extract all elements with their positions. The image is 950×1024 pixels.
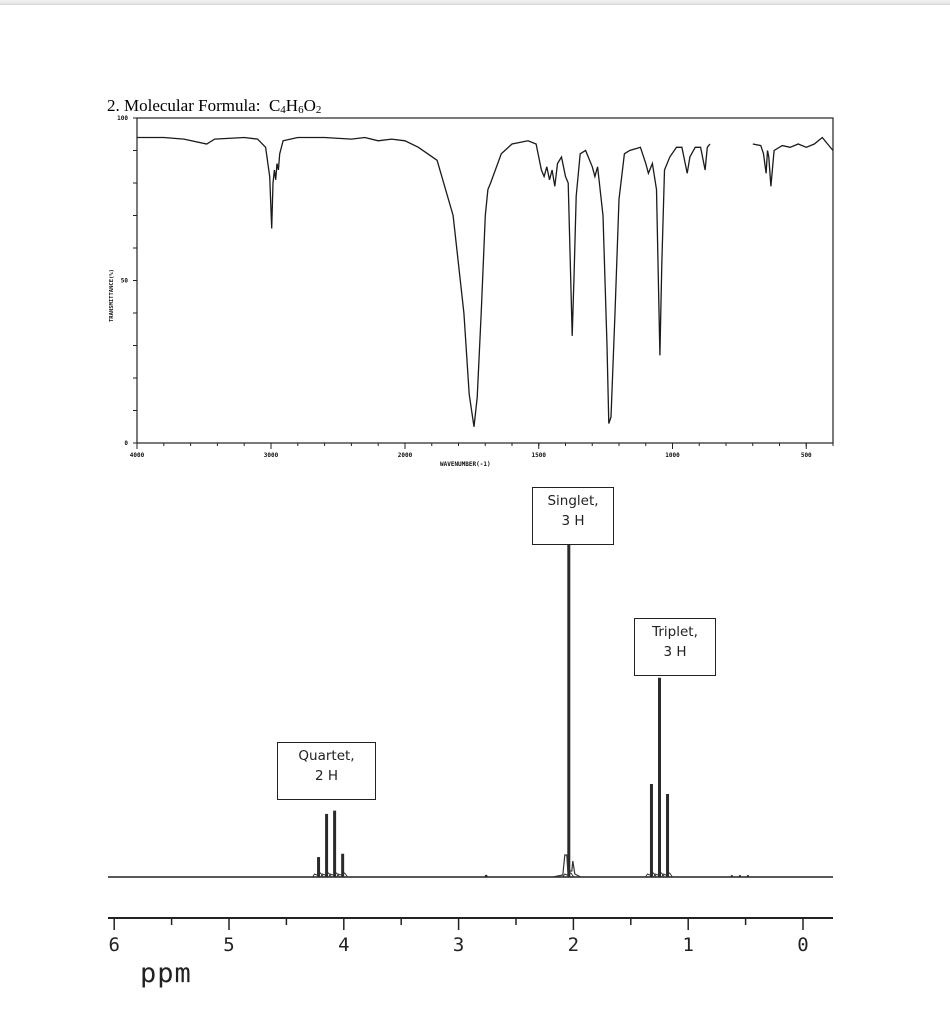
ir-x-axis-label: WAVENUMBER(-1) xyxy=(440,461,491,468)
triplet-label-box: Triplet, 3 H xyxy=(634,618,716,676)
ir-axes: 0 50 100 4000 3000 2000 1500 1000 500 xyxy=(117,115,834,459)
ir-y-tick-label: 100 xyxy=(117,115,128,122)
nmr-x-tick-label: 6 xyxy=(108,934,119,956)
nmr-x-tick-label: 2 xyxy=(568,934,579,956)
nmr-x-tick-label: 3 xyxy=(453,934,464,956)
singlet-label-line2: 3 H xyxy=(561,513,585,529)
ir-x-tick-label: 1500 xyxy=(532,452,547,459)
nmr-x-tick-label: 4 xyxy=(338,934,349,956)
nmr-peaks xyxy=(312,545,749,878)
triplet-label-line1: Triplet, xyxy=(652,624,698,640)
singlet-label-line1: Singlet, xyxy=(547,493,599,509)
quartet-label-box: Quartet, 2 H xyxy=(277,742,376,800)
ir-x-tick-label: 1000 xyxy=(665,452,680,459)
title-prefix: 2. Molecular Formula: xyxy=(107,96,261,115)
singlet-label-box: Singlet, 3 H xyxy=(532,487,614,545)
ir-x-tick-label: 3000 xyxy=(264,452,279,459)
ir-y-tick-label: 50 xyxy=(121,278,129,285)
nmr-axis-ticks: 6 5 4 3 2 1 0 xyxy=(108,918,809,956)
ir-x-tick-label: 500 xyxy=(801,452,812,459)
quartet-label-line1: Quartet, xyxy=(298,748,355,764)
molecular-formula: C4H6O2 xyxy=(268,96,322,116)
ir-y-tick-label: 0 xyxy=(124,440,128,447)
page-title: 2. Molecular Formula: C4H6O2 xyxy=(107,96,321,116)
ir-y-axis-label: TRANSMITTANCE(%) xyxy=(109,269,115,322)
triplet-label-line2: 3 H xyxy=(663,644,687,660)
nmr-x-tick-label: 0 xyxy=(797,934,808,956)
nmr-x-tick-label: 1 xyxy=(682,934,693,956)
window-top-border xyxy=(0,0,950,5)
ir-spectrum-chart: 0 50 100 4000 3000 2000 1500 1000 500 WAVENUMBER… xyxy=(109,115,834,468)
ir-spectrum-line-segment-2 xyxy=(752,136,834,187)
ir-spectrum-line xyxy=(137,136,711,427)
nmr-x-axis-label: ppm xyxy=(140,958,192,989)
ir-x-tick-label: 4000 xyxy=(130,452,145,459)
ir-x-tick-label: 2000 xyxy=(398,452,413,459)
nmr-x-tick-label: 5 xyxy=(223,934,234,956)
quartet-label-line2: 2 H xyxy=(314,768,339,784)
